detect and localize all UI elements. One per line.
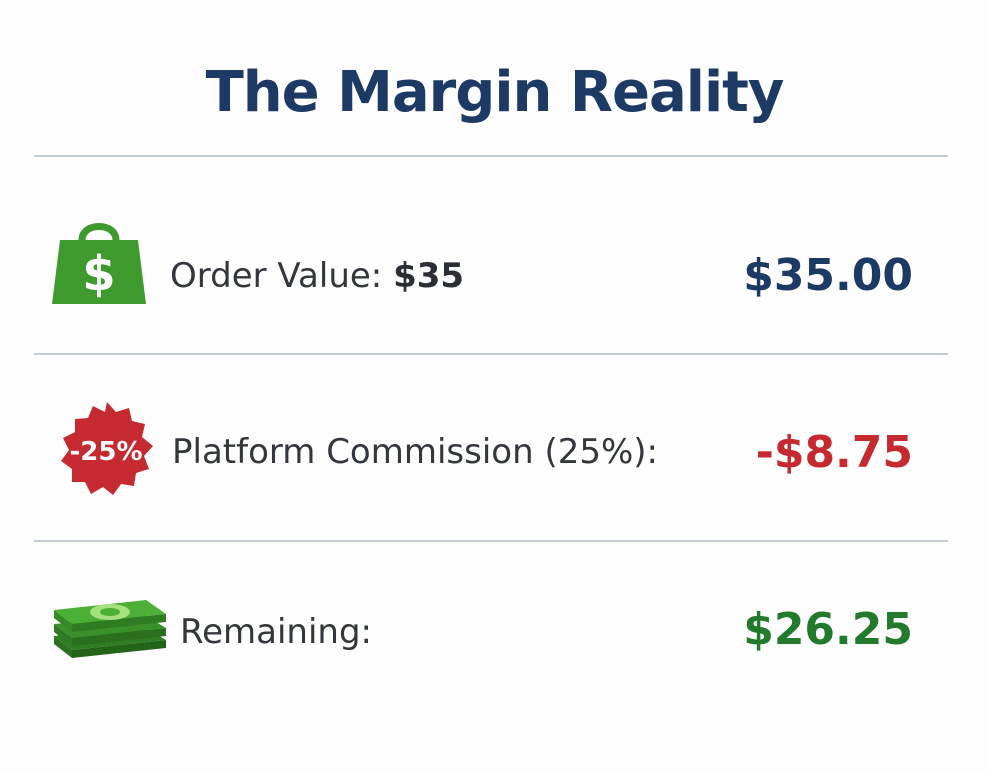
order-value-row: $ Order Value: $35 $35.00 [0, 210, 989, 330]
page-title: The Margin Reality [205, 60, 785, 125]
commission-label: Platform Commission (25%): [172, 432, 659, 472]
divider-middle [34, 353, 948, 355]
order-value-amount: $35.00 [743, 250, 913, 301]
order-value-prefix: Order Value: [170, 256, 394, 296]
order-value-label: Order Value: $35 [170, 256, 464, 296]
divider-bottom [34, 540, 948, 542]
divider-top [34, 155, 948, 157]
remaining-label: Remaining: [180, 612, 372, 652]
order-value-inline: $35 [393, 256, 465, 296]
commission-amount: -$8.75 [755, 427, 913, 478]
cash-stack-icon [50, 588, 170, 668]
discount-badge-icon: -25% [58, 400, 156, 498]
remaining-row: Remaining: $26.25 [0, 588, 989, 708]
svg-text:$: $ [82, 246, 115, 302]
remaining-amount: $26.25 [743, 604, 913, 655]
shopping-bag-dollar-icon: $ [50, 210, 148, 308]
commission-row: -25% Platform Commission (25%): -$8.75 [0, 400, 989, 520]
discount-badge-text: -25% [69, 437, 142, 467]
